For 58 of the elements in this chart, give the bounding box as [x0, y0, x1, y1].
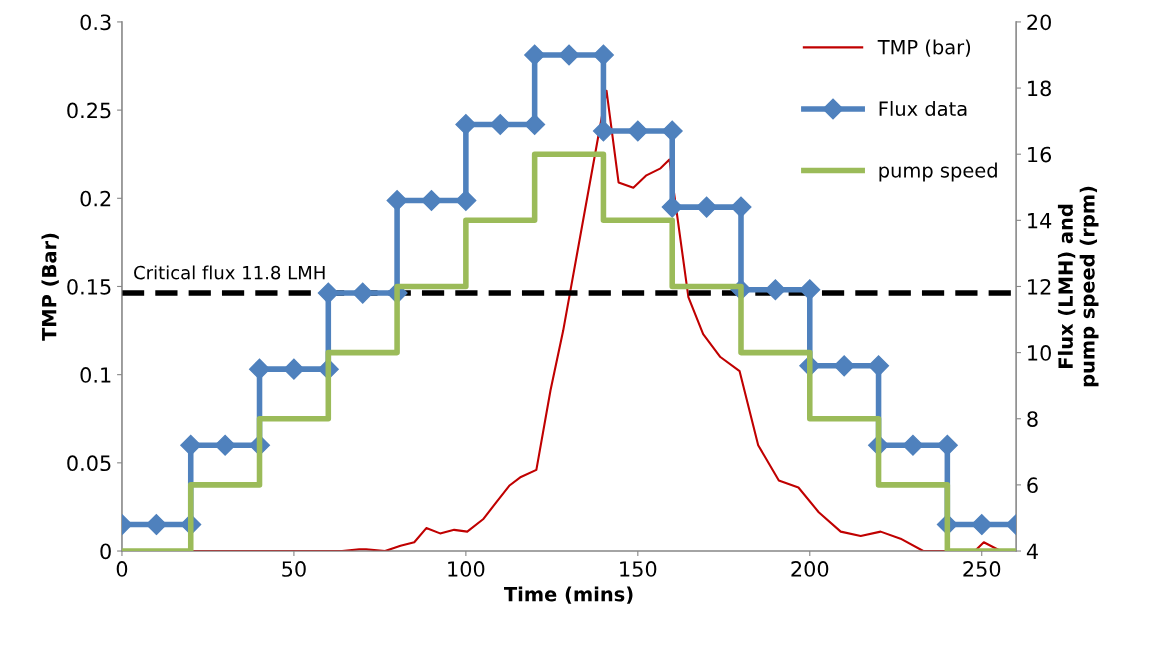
point [524, 113, 546, 135]
y2-axis-title: Flux (LMH) and pump speed (rpm) [1057, 186, 1099, 387]
point [180, 434, 202, 456]
point [558, 44, 580, 66]
point [661, 120, 683, 142]
y2-tick-label: 14 [1028, 213, 1052, 229]
point [455, 113, 477, 135]
point [592, 120, 614, 142]
point [902, 434, 924, 456]
point [971, 514, 993, 536]
y2-tick-label: 8 [1027, 411, 1038, 427]
point [455, 189, 477, 212]
point [352, 282, 374, 304]
point [661, 196, 683, 218]
y2-tick-label: 6 [1027, 477, 1038, 494]
x-tick-label: 150 [620, 561, 657, 577]
point [764, 279, 786, 301]
point [145, 514, 167, 536]
point [592, 44, 614, 66]
x-tick-label: 0 [116, 561, 128, 577]
y-tick-label: 0.3 [80, 14, 111, 31]
x-tick-label: 250 [963, 561, 1001, 577]
ref-line-label: Critical flux 11.8 LMH [134, 265, 325, 280]
point [868, 355, 890, 377]
point [386, 189, 408, 212]
legend-label: pump speed [879, 162, 997, 182]
point [283, 358, 305, 380]
y2-tick-label: 16 [1028, 146, 1052, 163]
point [833, 355, 855, 377]
x-tick-label: 200 [791, 561, 829, 577]
y-axis-title: TMP (Bar) [41, 233, 59, 341]
point [696, 196, 718, 218]
legend-label: Flux data [879, 101, 967, 117]
point [524, 44, 546, 66]
point [420, 189, 442, 212]
y-tick-label: 0 [100, 543, 111, 560]
y2-tick-label: 20 [1027, 14, 1051, 31]
y2-tick-label: 10 [1028, 345, 1051, 361]
point [489, 113, 511, 135]
x-axis-title: Time (mins) [504, 586, 633, 604]
point [730, 196, 752, 218]
y2-tick-label: 18 [1028, 80, 1051, 97]
y-tick-label: 0.1 [80, 367, 111, 383]
point [317, 282, 339, 304]
x-tick-label: 50 [282, 561, 306, 577]
y-tick-label: 0.25 [67, 102, 111, 119]
point [214, 434, 236, 456]
y-tick-label: 0.05 [67, 455, 111, 472]
y2-tick-label: 12 [1028, 278, 1051, 295]
y-tick-label: 0.15 [67, 278, 111, 295]
y2-tick-label: 4 [1026, 543, 1038, 559]
point [249, 358, 271, 380]
point [627, 120, 649, 142]
point [799, 279, 821, 301]
x-tick-label: 100 [448, 561, 485, 577]
legend-label: TMP (bar) [877, 39, 971, 57]
y-tick-label: 0.2 [80, 190, 111, 207]
point [936, 434, 958, 456]
